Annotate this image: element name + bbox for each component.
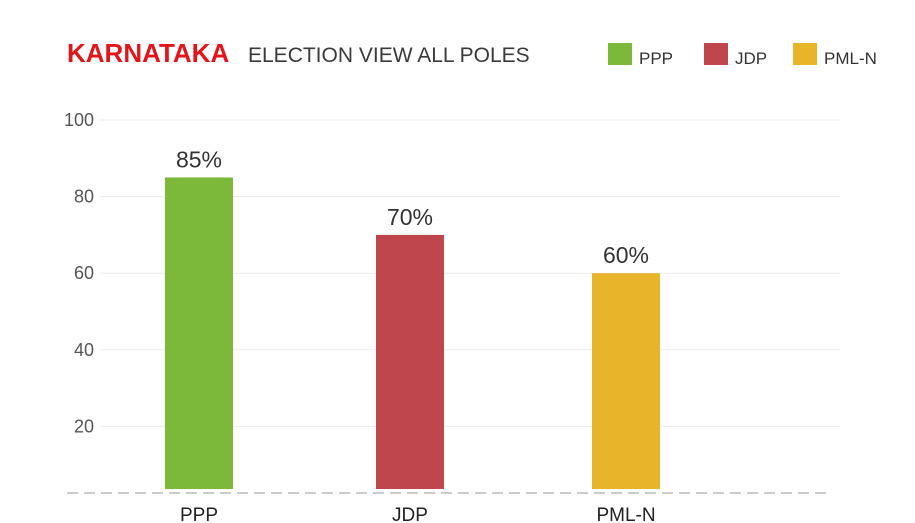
- legend-swatch-jdp: [704, 43, 728, 65]
- legend-swatch-ppp: [608, 43, 632, 65]
- chart-title: KARNATAKA: [67, 38, 229, 68]
- y-tick-label-40: 40: [74, 340, 94, 360]
- x-tick-label-pml-n: PML-N: [596, 505, 655, 523]
- legend-label-ppp: PPP: [639, 49, 673, 68]
- legend: PPP JDP PML-N: [608, 43, 877, 68]
- data-label-jdp: 70%: [387, 204, 433, 230]
- y-axis: 20 40 60 80 100: [64, 110, 94, 436]
- data-label-ppp: 85%: [176, 146, 222, 172]
- y-tick-label-20: 20: [74, 416, 94, 436]
- x-tick-label-jdp: JDP: [392, 505, 428, 523]
- chart-subtitle: ELECTION VIEW ALL POLES: [248, 44, 530, 67]
- data-label-pml-n: 60%: [603, 242, 649, 268]
- x-tick-label-ppp: PPP: [180, 505, 218, 523]
- legend-label-jdp: JDP: [735, 49, 767, 68]
- y-tick-label-80: 80: [74, 187, 94, 207]
- legend-label-pml-n: PML-N: [824, 49, 877, 68]
- y-tick-label-60: 60: [74, 263, 94, 283]
- bar-pml-n: [592, 273, 660, 489]
- bar-ppp: [165, 177, 233, 489]
- y-tick-label-100: 100: [64, 110, 94, 130]
- legend-swatch-pml-n: [793, 43, 817, 65]
- bars: 85% PPP 70% JDP 60% PML-N: [165, 146, 660, 523]
- bar-jdp: [376, 234, 444, 489]
